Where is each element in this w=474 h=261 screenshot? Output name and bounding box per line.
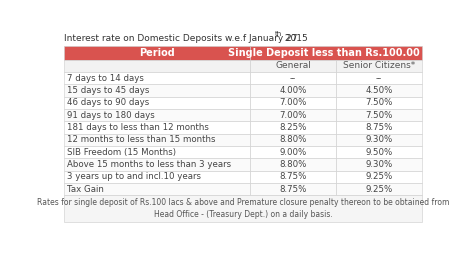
Text: 8.75%: 8.75% [280,172,307,181]
Text: 9.00%: 9.00% [280,148,307,157]
Bar [336,85,422,97]
Text: 7.50%: 7.50% [365,111,393,120]
Bar [336,121,422,134]
Text: 4.50%: 4.50% [365,86,393,95]
Text: General: General [275,62,311,70]
Bar [64,121,250,134]
Bar [336,171,422,183]
Text: Interest rate on Domestic Deposits w.e.f January 27: Interest rate on Domestic Deposits w.e.f… [64,34,297,43]
Text: 8.80%: 8.80% [280,135,307,144]
Text: 8.80%: 8.80% [280,160,307,169]
Text: --: -- [376,74,383,83]
Bar [336,146,422,158]
Text: Senior Citizens*: Senior Citizens* [343,62,415,70]
Bar [250,85,336,97]
Text: Rates for single deposit of Rs.100 lacs & above and Premature closure penalty th: Rates for single deposit of Rs.100 lacs … [37,198,449,219]
Bar [336,183,422,195]
Text: 2015: 2015 [282,34,308,43]
Bar [250,171,336,183]
Bar [64,171,250,183]
Text: 9.50%: 9.50% [365,148,393,157]
Bar [250,46,422,60]
Bar [250,72,336,85]
Text: --: -- [290,74,296,83]
Bar [336,72,422,85]
Bar [336,109,422,121]
Text: 4.00%: 4.00% [280,86,307,95]
Text: 46 days to 90 days: 46 days to 90 days [66,98,149,108]
Text: 7 days to 14 days: 7 days to 14 days [66,74,144,83]
Bar [64,46,250,60]
Bar [250,158,336,171]
Bar [336,134,422,146]
Text: 9.30%: 9.30% [365,135,393,144]
Bar [250,109,336,121]
Text: 91 days to 180 days: 91 days to 180 days [66,111,155,120]
Text: th: th [275,31,282,37]
Text: 9.25%: 9.25% [365,172,393,181]
Bar [336,97,422,109]
Bar [336,158,422,171]
Bar [250,121,336,134]
Bar [64,158,250,171]
Text: 181 days to less than 12 months: 181 days to less than 12 months [66,123,209,132]
Bar [64,72,250,85]
Bar [250,146,336,158]
Bar [64,60,250,72]
Bar [250,60,336,72]
Bar [64,97,250,109]
Text: 9.30%: 9.30% [365,160,393,169]
Bar [64,146,250,158]
Text: Single Deposit less than Rs.100.00 lacs: Single Deposit less than Rs.100.00 lacs [228,48,445,58]
Text: 8.75%: 8.75% [365,123,393,132]
Bar [64,85,250,97]
Bar [250,97,336,109]
Bar [250,134,336,146]
Text: 8.75%: 8.75% [280,185,307,194]
Text: 8.25%: 8.25% [280,123,307,132]
Bar [336,60,422,72]
Text: 7.50%: 7.50% [365,98,393,108]
Text: 7.00%: 7.00% [280,111,307,120]
Text: 12 months to less than 15 months: 12 months to less than 15 months [66,135,215,144]
Bar [64,134,250,146]
Text: Tax Gain: Tax Gain [66,185,103,194]
Bar [64,183,250,195]
Bar [64,195,422,222]
Text: Above 15 months to less than 3 years: Above 15 months to less than 3 years [66,160,231,169]
Text: Period: Period [139,48,175,58]
Text: 7.00%: 7.00% [280,98,307,108]
Text: 3 years up to and incl.10 years: 3 years up to and incl.10 years [66,172,201,181]
Bar [250,183,336,195]
Text: SIB Freedom (15 Months): SIB Freedom (15 Months) [66,148,175,157]
Bar [64,109,250,121]
Text: 15 days to 45 days: 15 days to 45 days [66,86,149,95]
Text: 9.25%: 9.25% [365,185,393,194]
